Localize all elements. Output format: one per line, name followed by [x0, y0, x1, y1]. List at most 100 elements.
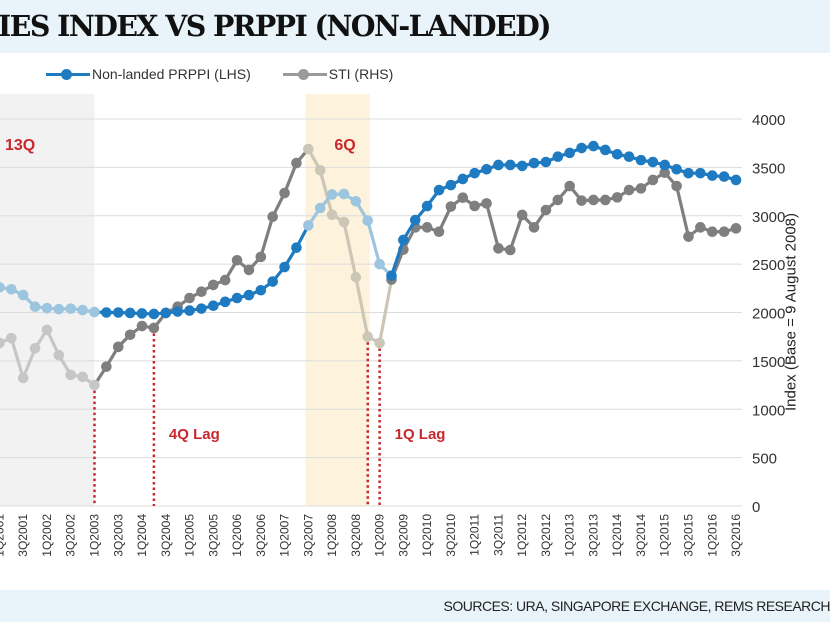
data-point — [552, 194, 564, 206]
data-point — [148, 322, 160, 334]
period-label-2: 6Q — [334, 137, 355, 154]
x-tick-label: 3Q2015 — [682, 514, 696, 557]
x-tick-label: 1Q2004 — [135, 514, 149, 557]
data-point — [291, 242, 302, 253]
data-point — [231, 292, 243, 304]
data-point — [53, 303, 65, 315]
data-point — [338, 216, 350, 228]
series-segment — [484, 201, 501, 250]
data-point — [89, 379, 100, 391]
data-point — [706, 226, 718, 238]
title-bar: IES INDEX VS PRPPI (NON-LANDED) — [0, 0, 830, 53]
data-point — [350, 195, 362, 207]
series-segment — [259, 215, 275, 259]
series-segment — [342, 220, 358, 279]
x-tick-label: 1Q2009 — [373, 514, 387, 557]
series-prppi — [0, 140, 742, 320]
data-point — [600, 194, 611, 206]
data-point — [386, 270, 397, 282]
x-tick-label: 1Q2001 — [0, 514, 6, 557]
data-point — [255, 251, 267, 263]
data-point — [77, 304, 88, 316]
data-point — [101, 361, 112, 372]
x-tick-label: 1Q2014 — [610, 514, 624, 557]
series-segment — [389, 238, 405, 278]
data-point — [29, 301, 41, 312]
data-point — [0, 282, 5, 293]
data-point — [647, 174, 659, 186]
chart-title: IES INDEX VS PRPPI (NON-LANDED) — [0, 9, 552, 43]
x-tick-label: 3Q2004 — [159, 514, 173, 557]
data-point — [647, 156, 659, 168]
x-tick-label: 3Q2007 — [301, 514, 315, 557]
lag-label-1: 4Q Lag — [169, 426, 220, 443]
x-tick-label: 3Q2006 — [254, 514, 268, 557]
data-point — [469, 167, 480, 179]
data-point — [303, 143, 314, 155]
y-tick-label: 3000 — [752, 209, 785, 226]
data-point — [208, 279, 219, 291]
data-point — [184, 292, 195, 304]
x-tick-label: 1Q2011 — [468, 514, 482, 556]
data-point — [457, 192, 469, 203]
data-point — [635, 183, 647, 194]
x-tick-label: 3Q2013 — [586, 514, 600, 557]
data-point — [433, 226, 445, 238]
series-segment — [318, 168, 334, 217]
data-point — [730, 223, 742, 234]
data-point — [160, 307, 172, 319]
data-point — [243, 264, 255, 276]
data-point — [671, 164, 682, 175]
data-point — [255, 284, 267, 296]
data-point — [564, 180, 575, 192]
data-point — [279, 187, 290, 199]
series-sti — [0, 143, 742, 391]
series-segment — [282, 161, 299, 195]
x-tick-label: 3Q2008 — [349, 514, 363, 557]
data-point — [112, 341, 124, 353]
data-point — [540, 156, 552, 168]
data-point — [374, 258, 385, 270]
data-point — [683, 167, 694, 179]
data-point — [65, 369, 77, 381]
x-tick-label: 3Q2009 — [396, 514, 410, 557]
data-point — [659, 167, 671, 178]
x-tick-label: 1Q2005 — [183, 514, 197, 557]
data-point — [362, 331, 374, 342]
y-tick-label: 3500 — [752, 160, 785, 177]
legend-item-sti: STI (RHS) — [282, 66, 393, 82]
series-segment — [378, 278, 394, 345]
data-point — [326, 189, 338, 200]
data-point — [493, 159, 504, 171]
data-point — [291, 157, 302, 169]
data-point — [528, 222, 540, 233]
x-tick-label: 1Q2016 — [705, 514, 719, 557]
data-point — [421, 200, 433, 212]
x-tick-label: 3Q2010 — [444, 514, 458, 557]
highlight-period-1 — [0, 94, 95, 506]
x-tick-label: 3Q2016 — [729, 514, 743, 557]
data-point — [231, 254, 243, 266]
data-point — [481, 198, 492, 209]
x-tick-label: 3Q2001 — [16, 514, 30, 557]
data-point — [53, 349, 65, 361]
data-point — [600, 144, 611, 156]
data-point — [350, 271, 362, 283]
data-point — [17, 372, 29, 384]
series-segment — [366, 218, 382, 266]
x-tick-label: 1Q2003 — [88, 514, 102, 557]
data-point — [623, 151, 635, 163]
footer-bar: SOURCES: URA, SINGAPORE EXCHANGE, REMS R… — [0, 590, 830, 622]
x-tick-label: 3Q2005 — [206, 514, 220, 557]
data-point — [112, 307, 124, 318]
data-point — [706, 170, 718, 181]
data-point — [267, 211, 279, 223]
data-point — [588, 194, 599, 206]
data-point — [101, 307, 112, 318]
data-point — [314, 202, 326, 214]
data-point — [41, 324, 53, 336]
legend-swatch-sti — [282, 67, 327, 81]
data-point — [469, 200, 480, 212]
series-segment — [9, 336, 25, 380]
